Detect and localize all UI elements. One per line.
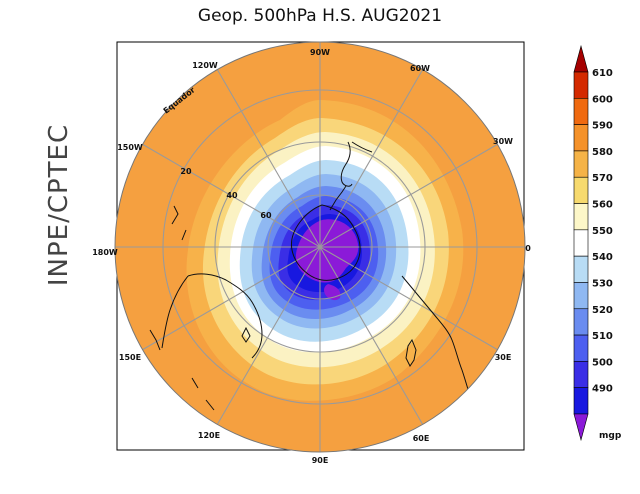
longitude-labels: 90W 60W 30W 0 30E 60E 90E 120E 150E 180W… [92,48,531,465]
graticule [115,42,525,452]
map-title: Geop. 500hPa H.S. AUG2021 [197,6,443,26]
colorbar-swatch [573,176,589,204]
coastlines [149,141,475,411]
lat-label-60: 60 [260,211,272,220]
lon-label-120w: 120W [192,61,218,70]
colorbar-level-label: 510 [592,331,613,342]
colorbar-level-label: 610 [592,68,613,79]
colorbar-swatch [573,334,589,362]
colorbar-level-label: 530 [592,278,613,289]
antarctic-peninsula [329,185,347,211]
colorbar-swatch [573,150,589,178]
colorbar-level-label: 550 [592,226,613,237]
lon-label-180w: 180W [92,248,118,257]
colorbar-swatch [573,282,589,310]
colorbar-swatch [573,387,589,415]
lon-label-150w: 150W [117,143,143,152]
lat-label-20: 20 [180,167,192,176]
colorbar-level-label: 600 [592,94,613,105]
colorbar-swatch [573,203,589,231]
lon-label-90w: 90W [310,48,330,57]
colorbar-level-label: 580 [592,147,613,158]
lon-label-30w: 30W [493,137,513,146]
tasmania-coast [241,326,251,343]
colorbar-min-arrow [573,413,589,442]
colorbar-level-label: 560 [592,200,613,211]
meridian-30w-150e [141,143,499,351]
lon-label-0: 0 [525,244,531,253]
australia-coast [161,273,263,359]
colorbar-level-label: 540 [592,252,613,263]
lon-label-120e: 120E [198,431,220,440]
colorbar-level-label: 590 [592,121,613,132]
south-america-coast [340,141,373,187]
colorbar-level-label: 520 [592,305,613,316]
indonesia-coast [149,329,215,411]
lat-label-40: 40 [226,191,238,200]
lon-label-60e: 60E [413,434,430,443]
colorbar-swatch [573,308,589,336]
colorbar-level-label: 490 [592,384,613,395]
lon-label-30e: 30E [495,353,512,362]
colorbar-max-arrow [573,44,589,73]
colorbar-swatch [573,124,589,152]
geopotential-field [115,42,525,452]
map-disc-border [114,41,526,453]
colorbar-level-label: 500 [592,357,613,368]
colorbar-swatch [573,361,589,388]
africa-coast [401,275,475,411]
madagascar-coast [405,338,417,367]
colorbar-swatch [573,71,589,99]
colorbar-swatch [573,229,589,257]
antarctica-coast [291,204,361,281]
colorbar-labels: 610 600 590 580 570 560 550 540 530 520 510 500 490 [592,68,613,395]
lon-label-90e: 90E [312,456,329,465]
lon-label-60w: 60W [410,64,430,73]
lon-label-150e: 150E [119,353,141,362]
colorbar: 610600590580570560550540530520510500490 … [573,44,622,442]
colorbar-swatch [573,255,589,283]
colorbar-swatches [573,44,589,442]
colorbar-level-label: 570 [592,173,613,184]
latitude-labels: 20 40 60 [180,167,272,220]
new-zealand-coast [171,205,187,241]
colorbar-unit: mgp [599,431,622,441]
colorbar-swatch [573,98,589,125]
